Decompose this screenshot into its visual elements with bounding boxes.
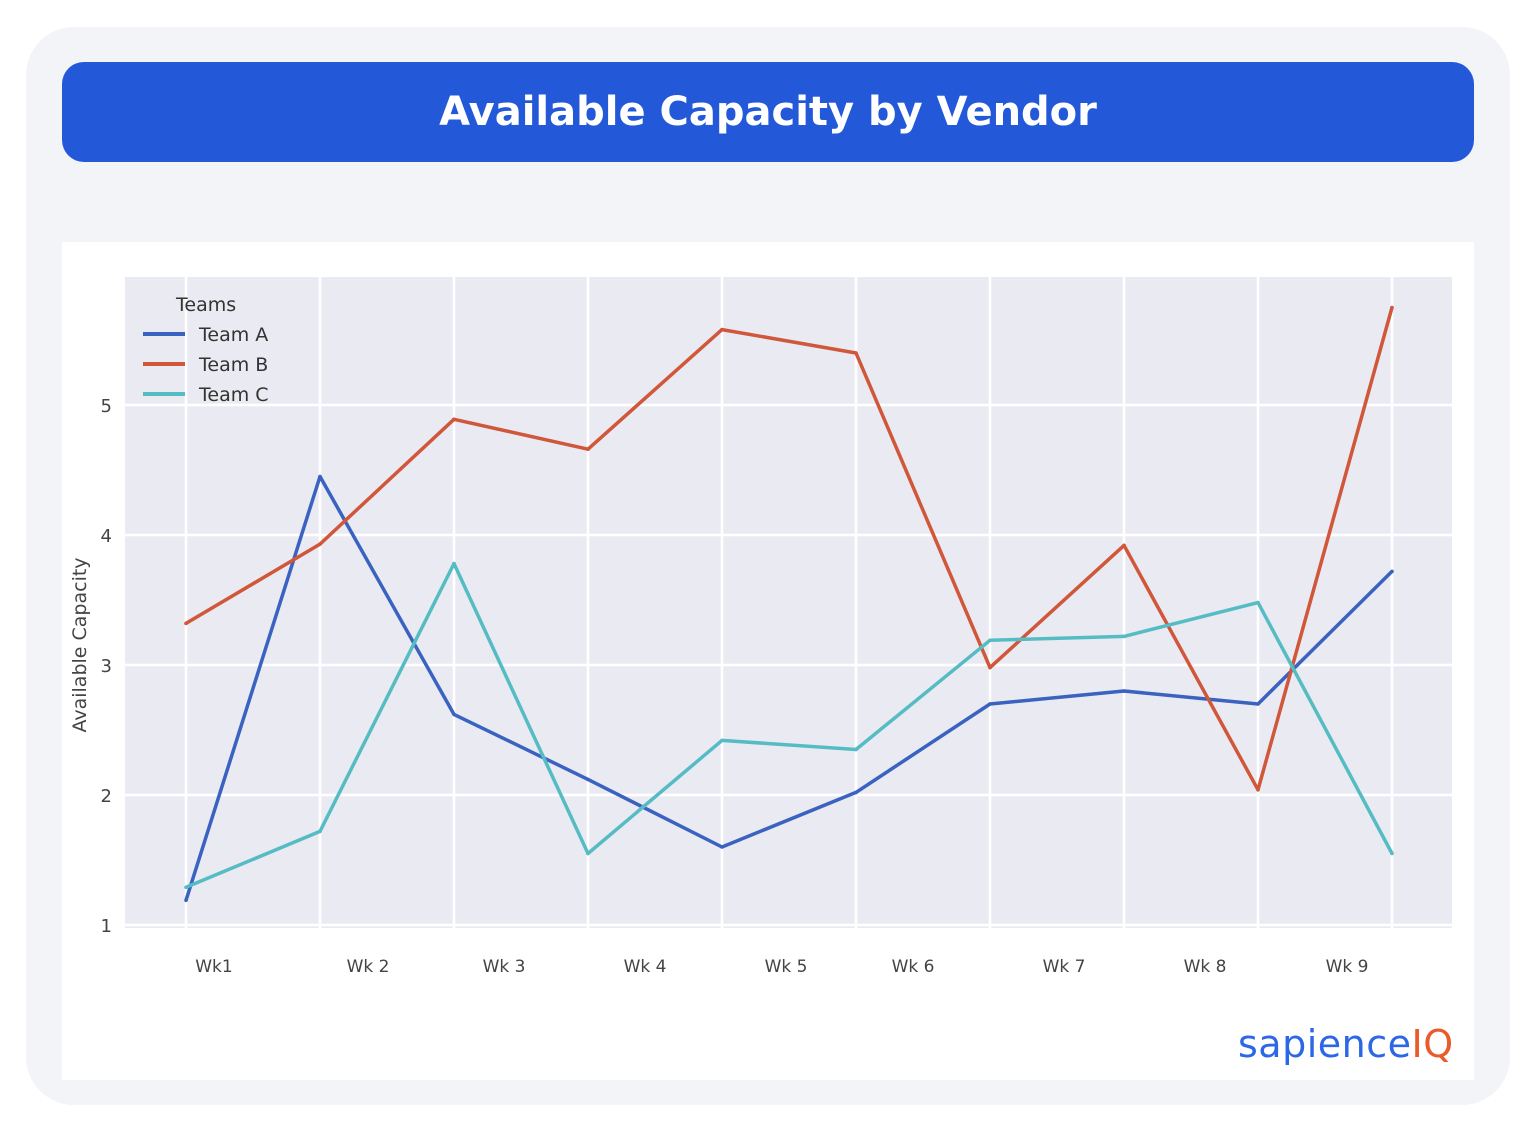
- data-point: [452, 712, 456, 717]
- data-point: [854, 790, 858, 795]
- y-axis-label: Available Capacity: [69, 557, 91, 732]
- x-tick-label: Wk 6: [892, 957, 935, 977]
- data-point: [854, 351, 858, 355]
- y-tick-label: 1: [101, 916, 112, 937]
- data-point: [586, 777, 590, 782]
- data-point: [1256, 788, 1260, 792]
- data-point: [1122, 634, 1126, 639]
- x-tick-label: Wk 5: [765, 957, 808, 977]
- x-tick-label: Wk 9: [1326, 957, 1369, 977]
- data-point: [452, 417, 456, 422]
- series-line-team-b: [185, 307, 1394, 792]
- data-point: [1390, 851, 1394, 856]
- x-tick-label: Wk 7: [1043, 957, 1086, 977]
- data-point: [184, 898, 188, 903]
- x-tick-label: Wk 3: [483, 957, 526, 977]
- x-tick-label: Wk1: [195, 957, 232, 977]
- y-tick-label: 3: [101, 656, 112, 677]
- legend-entry: Team C: [198, 384, 269, 406]
- data-point: [1256, 702, 1260, 706]
- legend-entry: Team A: [198, 324, 268, 346]
- data-point: [318, 542, 322, 546]
- data-point: [854, 747, 858, 752]
- data-point: [720, 327, 724, 332]
- x-tick-label: Wk 8: [1184, 957, 1227, 977]
- sapienceiq-logo: sapienceIQ: [1238, 1022, 1454, 1066]
- data-point: [1390, 569, 1394, 574]
- page-title: Available Capacity by Vendor: [439, 89, 1097, 135]
- y-tick-label: 4: [101, 526, 112, 547]
- series-line-team-a: [184, 474, 1394, 901]
- data-point: [586, 447, 590, 452]
- data-point: [1122, 689, 1126, 693]
- data-point: [988, 702, 992, 706]
- data-point: [184, 621, 188, 626]
- title-banner: Available Capacity by Vendor: [62, 62, 1474, 162]
- data-point: [318, 829, 322, 834]
- data-point: [1256, 600, 1260, 605]
- data-point: [452, 561, 456, 566]
- legend-title: Teams: [175, 294, 236, 316]
- data-point: [318, 474, 322, 479]
- data-point: [720, 738, 724, 743]
- data-point: [988, 638, 992, 643]
- series-line-team-c: [185, 561, 1394, 889]
- data-point: [1122, 543, 1126, 548]
- legend: Teams Team A Team B Team C: [143, 294, 269, 406]
- y-tick-label: 2: [101, 786, 112, 807]
- data-point: [184, 885, 188, 890]
- legend-entry: Team B: [198, 354, 268, 376]
- data-point: [586, 851, 590, 856]
- y-tick-label: 5: [101, 396, 112, 417]
- data-point: [988, 665, 992, 670]
- data-point: [1390, 305, 1394, 310]
- x-tick-label: Wk 4: [624, 957, 667, 977]
- data-point: [720, 845, 724, 849]
- x-tick-label: Wk 2: [347, 957, 390, 977]
